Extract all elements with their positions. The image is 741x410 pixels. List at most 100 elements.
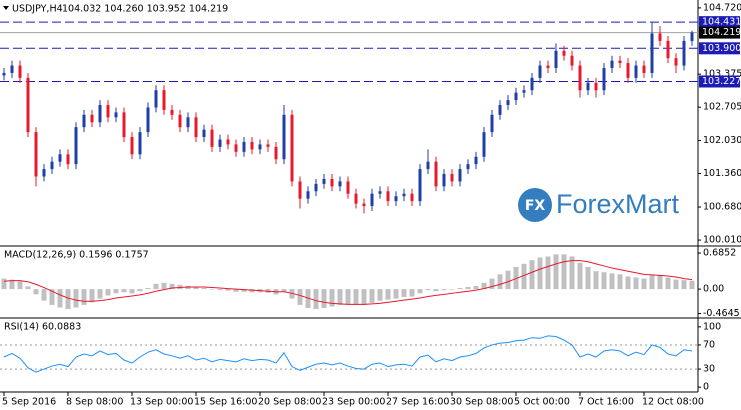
macd-bar	[361, 289, 367, 305]
candle-body	[306, 191, 310, 199]
candle-body	[442, 174, 446, 187]
candle-body	[266, 144, 270, 147]
macd-bar	[425, 289, 431, 291]
candle-body	[202, 129, 206, 138]
watermark-icon-text: FX	[525, 198, 546, 214]
y-tick-label: 0.00	[703, 284, 724, 295]
level-label: 103.227	[702, 76, 741, 87]
candle-body	[250, 141, 254, 150]
macd-bar	[553, 254, 559, 290]
x-tick-label: 7 Oct 16:00	[578, 397, 634, 408]
macd-bar	[249, 289, 255, 293]
macd-bar	[17, 281, 23, 290]
candle-body	[370, 193, 374, 207]
macd-bar	[25, 286, 31, 290]
macd-bar	[537, 257, 543, 290]
x-tick-label: 5 Sep 2016	[2, 397, 56, 408]
current-price-label: 104.219	[702, 27, 741, 38]
candle-body	[82, 114, 86, 128]
quote: 104.032 104.260 103.952 104.219	[62, 4, 228, 15]
candle-body	[506, 100, 510, 105]
indicator-title: RSI(14) 60.0883	[4, 322, 81, 333]
macd-bar	[585, 267, 591, 290]
candle-body	[418, 169, 422, 202]
candle-body	[578, 65, 582, 91]
macd-bar	[529, 260, 535, 290]
candle-body	[346, 181, 350, 194]
candle-body	[210, 129, 214, 147]
x-tick-label: 27 Sep 16:00	[386, 397, 449, 408]
macd-bar	[105, 289, 111, 296]
macd-bar	[449, 289, 455, 290]
macd-bar	[393, 289, 399, 299]
macd-bar	[1, 278, 7, 290]
candle-body	[626, 63, 630, 78]
macd-bar	[145, 288, 151, 290]
macd-bar	[577, 262, 583, 290]
macd-bar	[113, 289, 119, 294]
level-label-box	[699, 16, 740, 29]
macd-bar	[65, 289, 71, 310]
macd-bar	[81, 289, 87, 305]
x-tick-label: 23 Sep 00:00	[322, 397, 385, 408]
candle-body	[66, 154, 70, 165]
macd-bar	[689, 280, 695, 290]
macd-bar	[161, 282, 167, 290]
candle-body	[194, 117, 198, 138]
candle-body	[10, 65, 14, 73]
macd-bar	[73, 289, 79, 308]
macd-bar	[473, 285, 479, 290]
macd-bar	[177, 284, 183, 290]
candle-body	[50, 161, 54, 170]
level-label-box	[699, 42, 740, 55]
macd-bar	[153, 283, 159, 290]
y-tick-label: 101.360	[703, 168, 741, 179]
candle-body	[682, 40, 686, 66]
candle-body	[122, 112, 126, 138]
macd-bar	[609, 273, 615, 290]
candle-body	[218, 139, 222, 147]
level-label: 103.900	[702, 43, 741, 54]
indicator-title: MACD(12,26,9) 0.1596 0.1757	[4, 250, 149, 261]
candle-body	[482, 132, 486, 157]
candle-body	[114, 112, 118, 118]
macd-bar	[41, 289, 47, 301]
candle-body	[298, 181, 302, 199]
x-tick-label: 8 Sep 08:00	[66, 397, 123, 408]
macd-bar	[89, 289, 95, 303]
candle-body	[434, 161, 438, 187]
macd-bar	[497, 274, 503, 290]
candle-body	[378, 191, 382, 194]
candle-body	[666, 40, 670, 59]
macd-bar	[353, 289, 359, 305]
macd-bar	[209, 289, 215, 290]
macd-bar	[201, 288, 207, 290]
macd-bar	[457, 288, 463, 290]
rsi-line	[3, 335, 693, 373]
macd-bar	[281, 289, 287, 292]
macd-bar	[681, 280, 687, 290]
candle-body	[410, 193, 414, 202]
candle-body	[586, 82, 590, 91]
macd-bar	[401, 289, 407, 297]
candle-body	[234, 144, 238, 152]
y-tick-label: 102.030	[703, 135, 741, 146]
macd-bar	[313, 289, 319, 310]
macd-bar	[441, 289, 447, 291]
candle-body	[650, 33, 654, 73]
macd-bar	[649, 275, 655, 290]
macd-bar	[593, 271, 599, 290]
candle-body	[594, 82, 598, 91]
macd-bar	[561, 254, 567, 290]
candle-body	[322, 178, 326, 184]
macd-bar	[217, 289, 223, 291]
macd-bar	[49, 289, 55, 305]
candle-body	[330, 178, 334, 187]
candle-body	[386, 191, 390, 202]
y-tick-label: 103.375	[703, 69, 741, 80]
macd-bar	[625, 276, 631, 290]
candle-body	[338, 181, 342, 187]
watermark-text: ForexMart	[556, 189, 680, 219]
watermark-icon	[518, 188, 552, 222]
